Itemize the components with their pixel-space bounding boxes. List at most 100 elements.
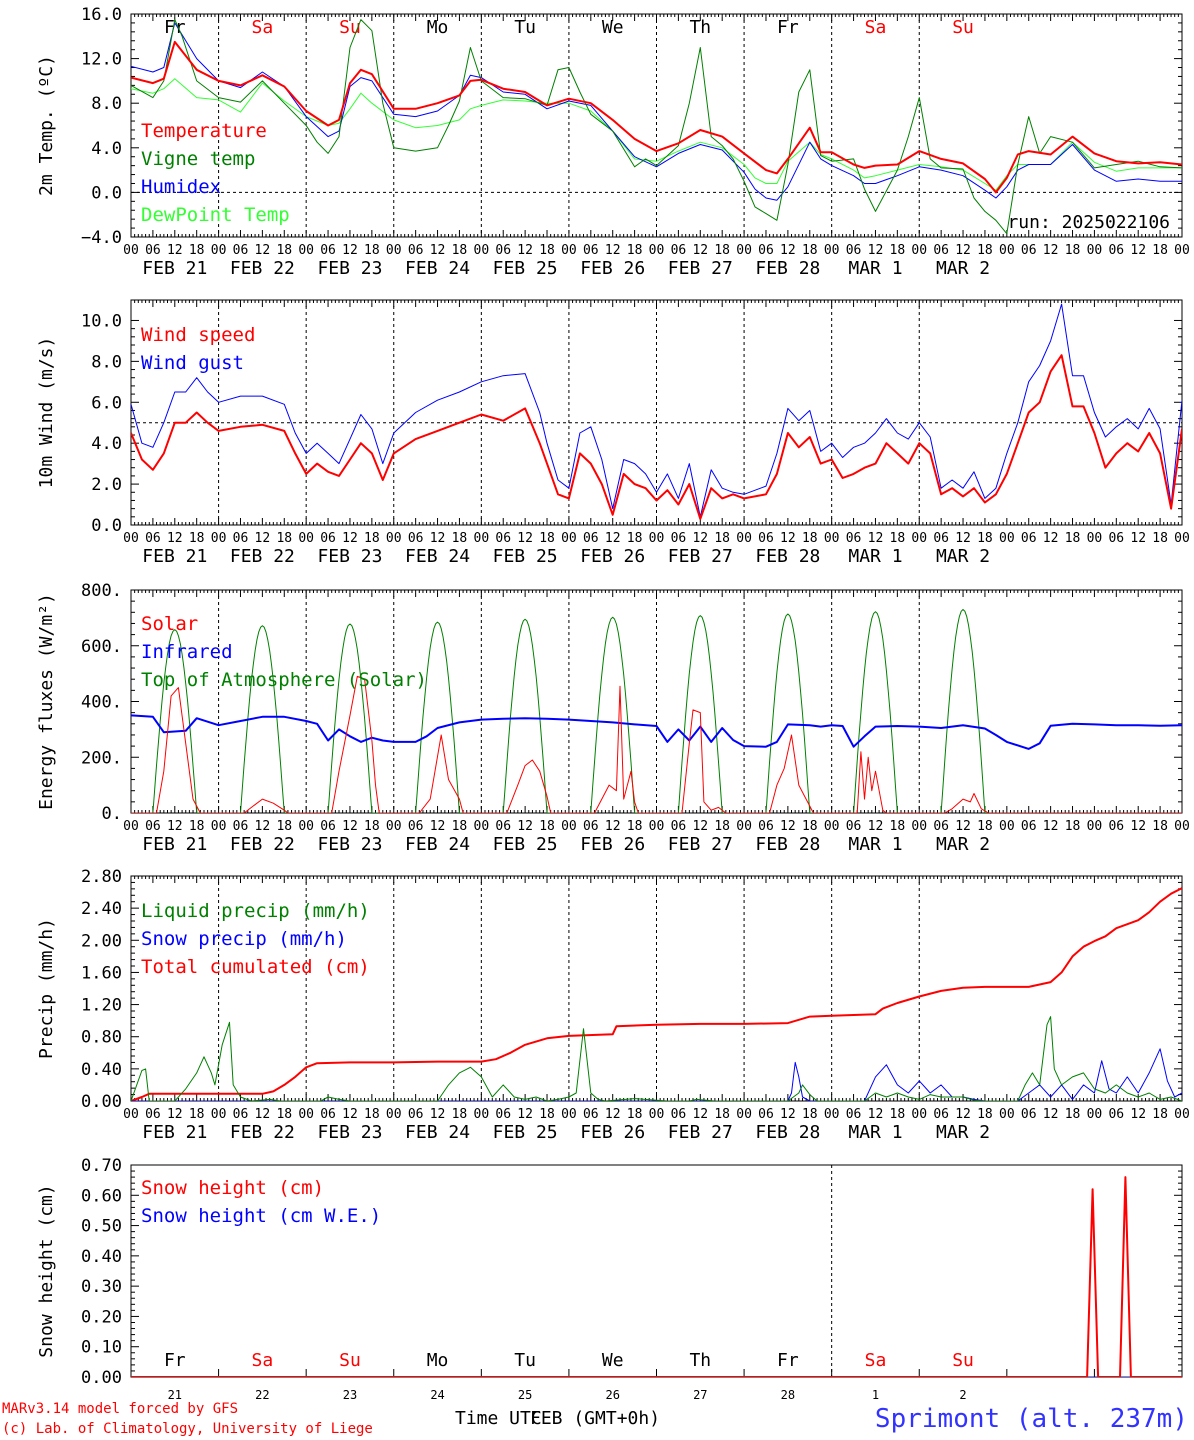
date-label: FEB 26: [580, 1122, 645, 1143]
legend-entry: Liquid precip (mm/h): [141, 900, 370, 922]
day-label: Th: [689, 17, 711, 38]
hour-label: 06: [145, 819, 161, 834]
y-tick-label: 0.10: [81, 1338, 122, 1358]
hour-label: 12: [1043, 1107, 1059, 1122]
hour-label: 12: [167, 819, 183, 834]
date-label: FEB 21: [142, 546, 207, 567]
hour-label: 00: [211, 1107, 227, 1122]
hour-label: 18: [189, 243, 205, 258]
series-group: [131, 609, 1182, 813]
hour-label: 06: [408, 819, 424, 834]
date-label: FEB 24: [405, 258, 470, 279]
hour-label: 06: [1021, 243, 1037, 258]
hour-label: 18: [1152, 819, 1168, 834]
hour-label: 12: [342, 243, 358, 258]
hour-label: 12: [167, 531, 183, 546]
hour-label: 18: [189, 531, 205, 546]
date-label: FEB 27: [668, 834, 733, 855]
hour-label: 00: [1087, 819, 1103, 834]
hour-label: 00: [474, 1107, 490, 1122]
hour-label: 00: [736, 531, 752, 546]
hour-label: 06: [233, 1107, 249, 1122]
y-tick-label: 0.80: [81, 1028, 122, 1048]
hour-label: 12: [780, 243, 796, 258]
day-label: Tu: [514, 1350, 536, 1371]
hour-label: 00: [1087, 243, 1103, 258]
series-group: [131, 1176, 1182, 1377]
hour-label: 18: [452, 243, 468, 258]
hour-label: 06: [320, 243, 336, 258]
y-tick-label: 1.60: [81, 963, 122, 983]
hour-label: 06: [758, 819, 774, 834]
y-tick-label: 6.0: [91, 393, 122, 413]
hour-label: 18: [714, 243, 730, 258]
hour-label: 12: [955, 531, 971, 546]
hour-label: 06: [671, 1107, 687, 1122]
hour-label: 12: [342, 819, 358, 834]
hour-label: 12: [605, 243, 621, 258]
date-label: FEB 28: [755, 546, 820, 567]
date-number: 1: [872, 1388, 879, 1402]
hour-label: 06: [1021, 1107, 1037, 1122]
hour-label: 00: [1174, 1107, 1190, 1122]
hour-label: 12: [255, 243, 271, 258]
date-label: FEB 22: [230, 1122, 295, 1143]
hour-label: 06: [408, 1107, 424, 1122]
date-label: FEB 28: [755, 258, 820, 279]
credit-line-1: MARv3.14 model forced by GFS: [2, 1401, 238, 1417]
hour-label: 00: [824, 243, 840, 258]
hour-label: 06: [758, 243, 774, 258]
hour-label: 12: [430, 819, 446, 834]
hour-label: 06: [1021, 819, 1037, 834]
hour-label: 06: [1108, 243, 1124, 258]
hour-label: 18: [627, 531, 643, 546]
panels: 00 06 12 18 00 06 12 18 00 06 12 18 00 06 12 18 00 06 12 18…: [36, 5, 1190, 1402]
hour-label: 12: [430, 243, 446, 258]
hour-label: 00: [1087, 531, 1103, 546]
hour-label: 12: [868, 1107, 884, 1122]
hour-label: 12: [430, 1107, 446, 1122]
date-label: FEB 22: [230, 834, 295, 855]
hour-label: 18: [714, 819, 730, 834]
credit-line-2: (c) Lab. of Climatology, University of L…: [2, 1421, 373, 1437]
hour-label: 00: [824, 531, 840, 546]
hour-label: 18: [1152, 531, 1168, 546]
hour-label: 06: [933, 243, 949, 258]
hour-label: 00: [386, 819, 402, 834]
date-label: FEB 25: [493, 1122, 558, 1143]
hour-label: 12: [1043, 243, 1059, 258]
hour-label: 18: [1065, 531, 1081, 546]
y-tick-label: 0.00: [81, 1092, 122, 1112]
y-tick-label: 8.0: [91, 352, 122, 372]
plot-frame: [130, 299, 1183, 526]
date-label: FEB 26: [580, 834, 645, 855]
legend-entry: Infrared: [141, 641, 233, 663]
hour-label: 00: [649, 819, 665, 834]
hour-label: 18: [802, 819, 818, 834]
hour-label: 06: [846, 1107, 862, 1122]
hour-label: 12: [255, 1107, 271, 1122]
hour-label: 00: [649, 531, 665, 546]
y-tick-label: 12.0: [81, 50, 122, 70]
panel-wind: 00 06 12 18 00 06 12 18 00 06 12 18 00 06 12 18 00 06 12 18…: [36, 299, 1190, 567]
hour-label: 06: [1108, 1107, 1124, 1122]
hour-label: 00: [1174, 243, 1190, 258]
date-number: 25: [518, 1388, 532, 1402]
hour-label: 06: [758, 531, 774, 546]
y-tick-label: 400.: [81, 693, 122, 713]
y-tick-label: 0.40: [81, 1247, 122, 1267]
panel-temp: 00 06 12 18 00 06 12 18 00 06 12 18 00 06 12 18 00 06 12 18…: [36, 5, 1190, 279]
hour-label: 00: [298, 1107, 314, 1122]
y-axis-label: 2m Temp. (ºC): [36, 55, 57, 196]
time-axis-label-b: FEB (GMT+0h): [530, 1408, 660, 1429]
hour-label: 06: [495, 819, 511, 834]
date-label: FEB 25: [493, 834, 558, 855]
hour-label: 12: [1043, 531, 1059, 546]
date-label: FEB 27: [668, 1122, 733, 1143]
hour-label: 12: [430, 531, 446, 546]
day-label: We: [602, 17, 624, 38]
date-label: FEB 24: [405, 1122, 470, 1143]
panel-snow: 21 22 23 24 25 26 27 28 1 2 0.70 0.60 0.50 0.40 0.30 0.…: [36, 1156, 1183, 1402]
hour-label: 00: [561, 819, 577, 834]
